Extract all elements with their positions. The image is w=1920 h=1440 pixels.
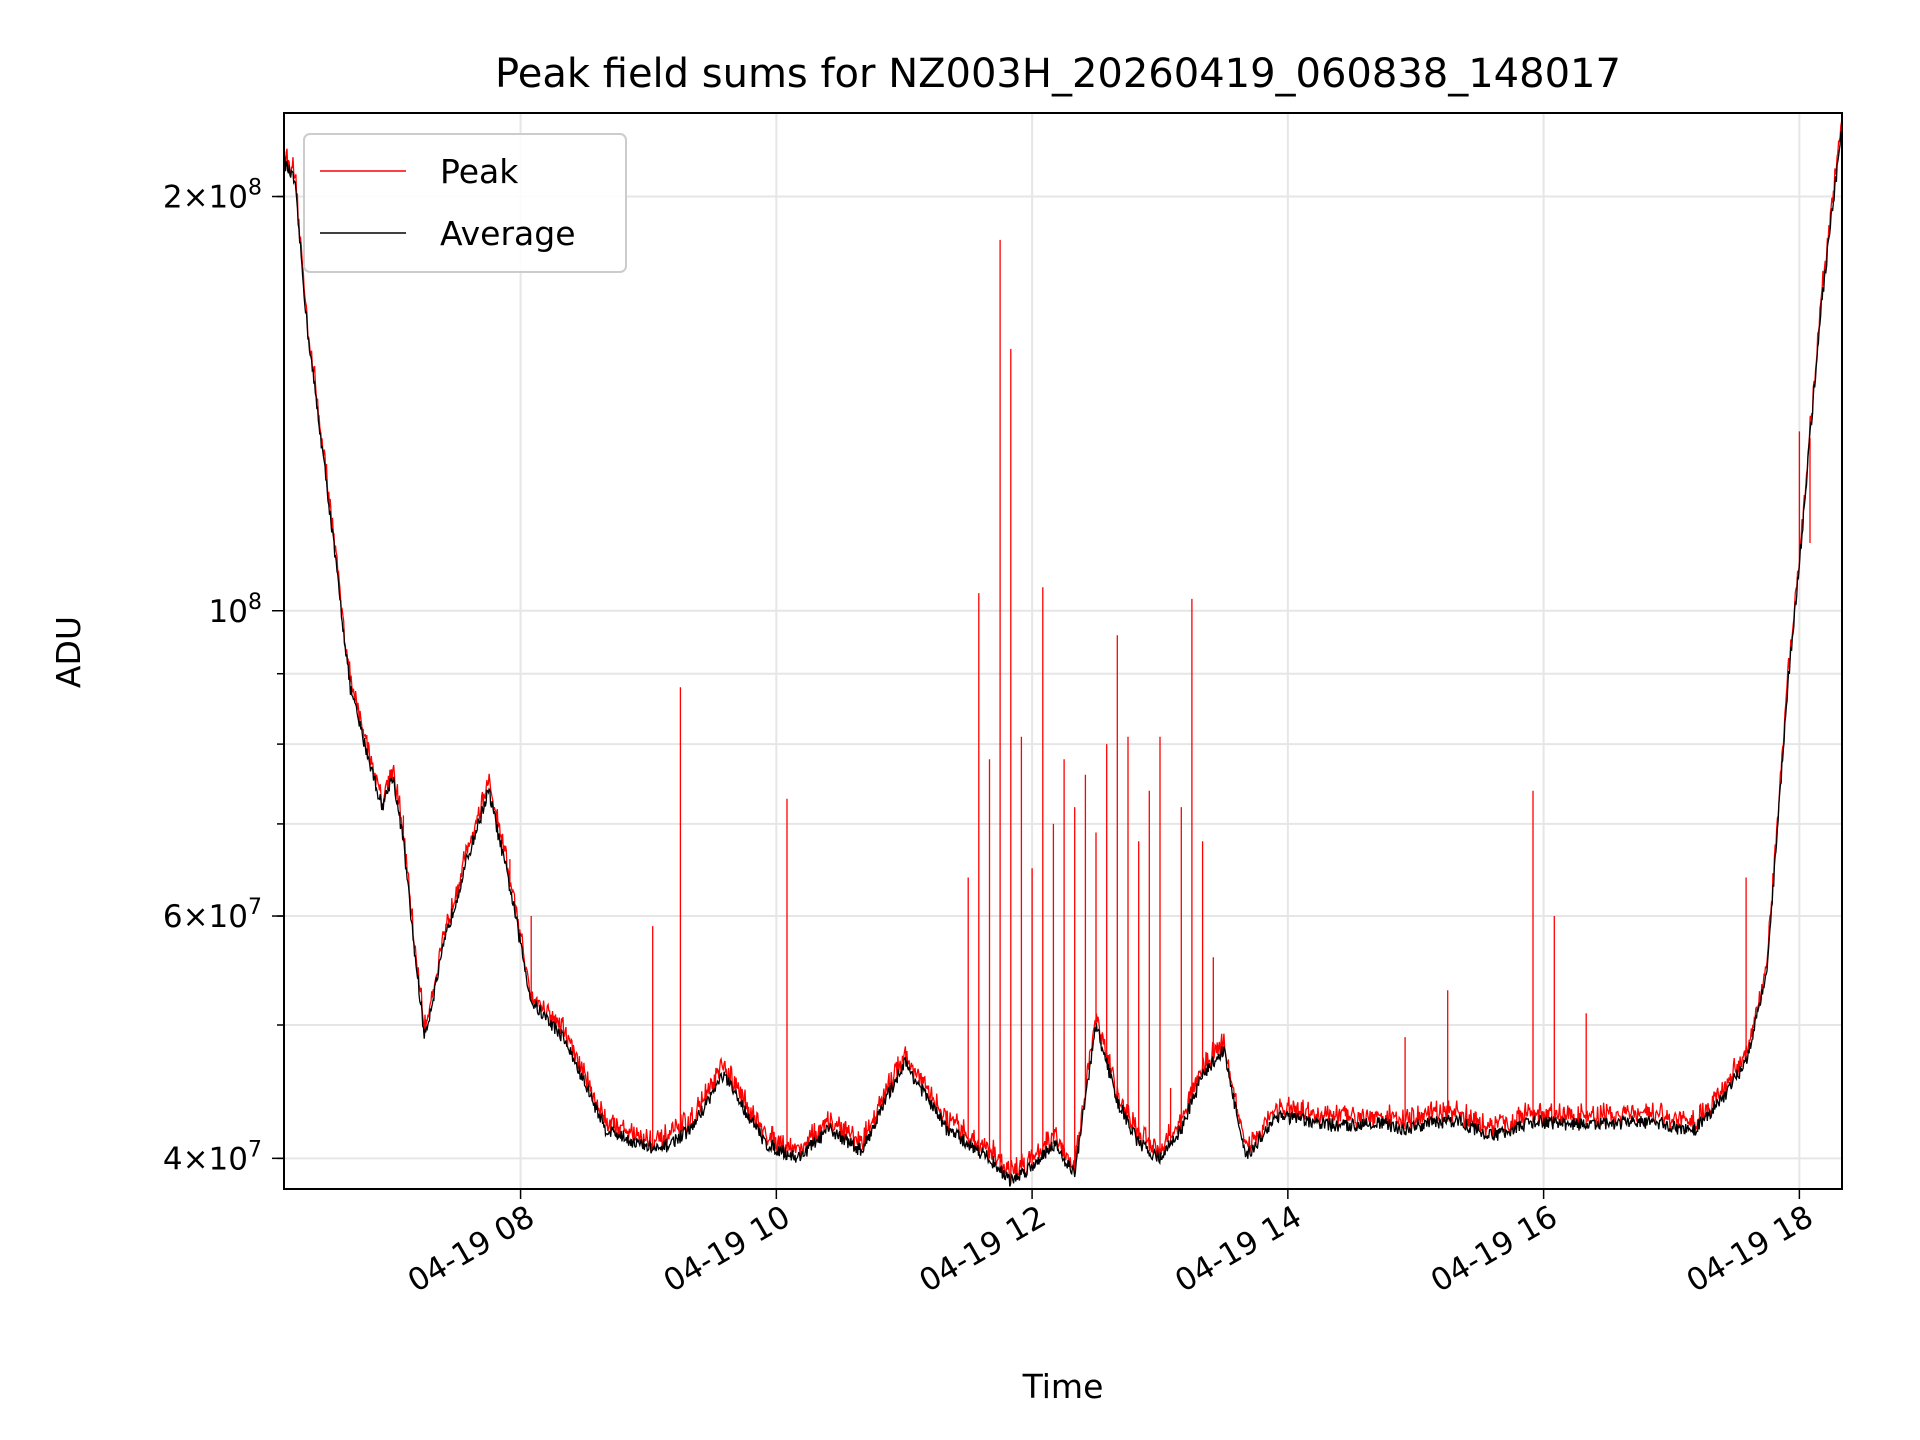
y-axis-ticks: 4×107 6×107 108 2×108 bbox=[163, 176, 284, 1177]
legend-peak-label: Peak bbox=[440, 152, 519, 191]
plot-frame bbox=[283, 112, 1843, 1190]
chart-title: Peak field sums for NZ003H_20260419_0608… bbox=[495, 51, 1621, 97]
legend-box bbox=[303, 133, 627, 273]
y-tick-label: 2×108 bbox=[163, 176, 262, 216]
legend: Peak Average bbox=[303, 133, 627, 273]
x-axis-label: Time bbox=[1022, 1367, 1104, 1406]
y-tick-label: 4×107 bbox=[163, 1137, 262, 1177]
y-tick-label: 6×107 bbox=[163, 895, 262, 935]
y-axis-label: ADU bbox=[49, 616, 88, 688]
average-series-line bbox=[284, 130, 1842, 1187]
peak-series-line bbox=[284, 121, 1842, 1186]
y-tick-label: 108 bbox=[209, 590, 262, 630]
legend-average-label: Average bbox=[440, 214, 576, 253]
grid bbox=[284, 113, 1842, 1189]
